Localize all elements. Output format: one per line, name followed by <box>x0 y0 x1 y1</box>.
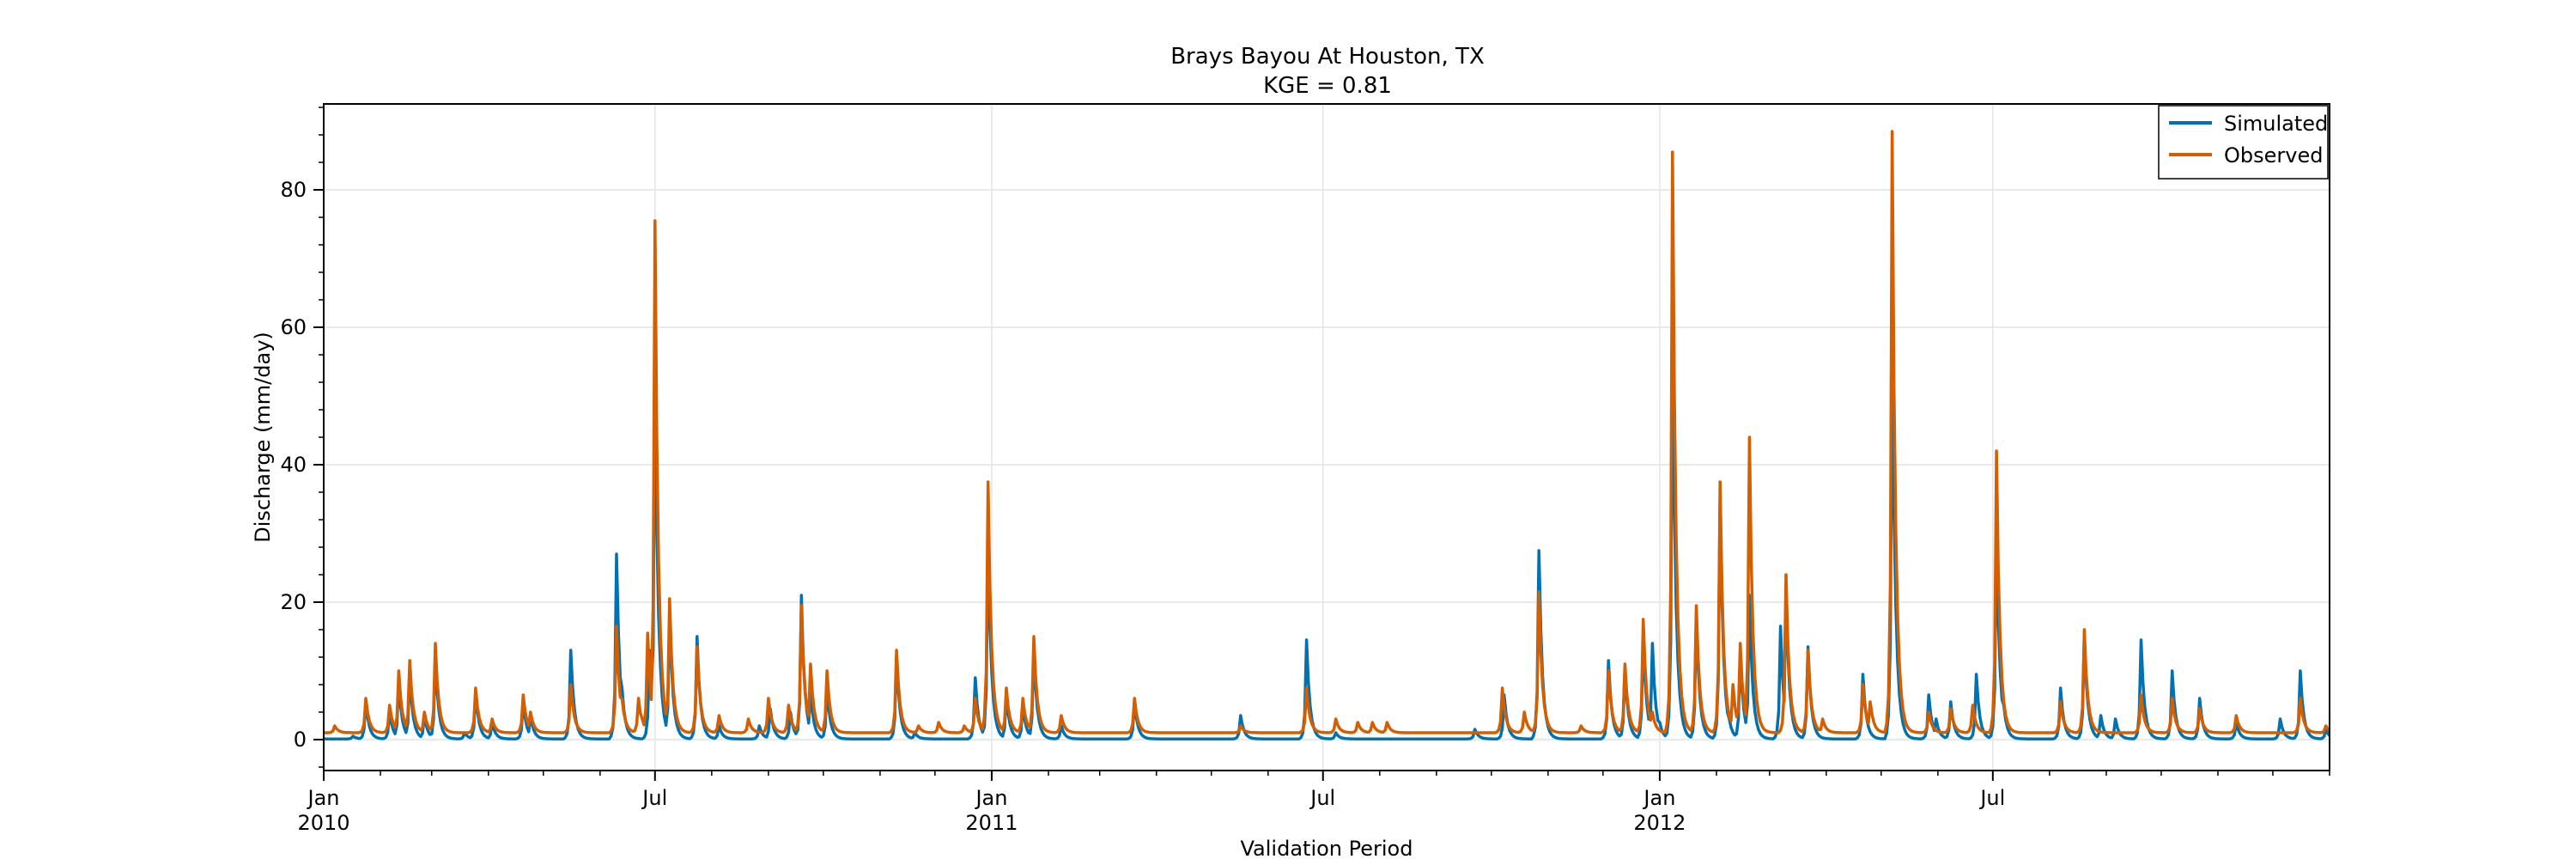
y-tick-label: 20 <box>280 590 307 614</box>
series-layer <box>324 130 2331 740</box>
x-tick-year-label: 2010 <box>297 811 349 835</box>
y-tick-label: 40 <box>280 453 307 477</box>
x-tick-year-label: 2012 <box>1633 811 1686 835</box>
x-tick-label: Jul <box>1978 786 2005 810</box>
legend-label-simulated: Simulated <box>2224 112 2328 136</box>
x-tick-label: Jan <box>974 786 1007 810</box>
series-line-observed <box>324 130 2331 734</box>
x-tick-label: Jul <box>641 786 667 810</box>
legend: Simulated Observed <box>2158 105 2329 180</box>
y-tick-label: 0 <box>294 728 307 752</box>
chart-subtitle: KGE = 0.81 <box>1263 73 1392 99</box>
series-line-simulated <box>324 339 2331 740</box>
legend-box <box>2158 105 2329 180</box>
x-tick-year-label: 2011 <box>965 811 1018 835</box>
chart-title: Brays Bayou At Houston, TX <box>1170 44 1485 70</box>
x-tick-label: Jul <box>1309 786 1335 810</box>
legend-label-observed: Observed <box>2224 143 2323 168</box>
x-tick-label: Jan <box>1642 786 1675 810</box>
y-tick-label: 80 <box>280 178 307 202</box>
x-tick-label: Jan <box>307 786 340 810</box>
x-axis-label: Validation Period <box>1241 837 1413 859</box>
y-axis-label: Discharge (mm/day) <box>251 332 275 543</box>
plot-frame <box>323 103 2330 771</box>
y-tick-label: 60 <box>280 315 307 339</box>
grid-layer <box>324 104 2330 771</box>
